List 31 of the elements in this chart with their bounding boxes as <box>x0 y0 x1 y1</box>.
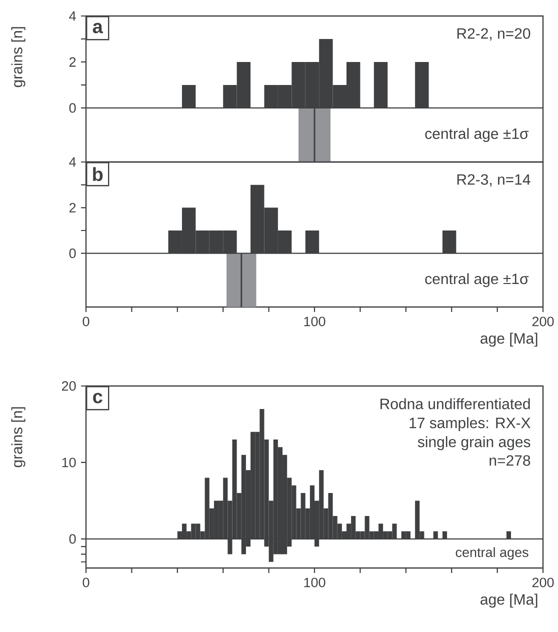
x-tick-label: 0 <box>82 578 90 588</box>
annotation: n=278 <box>490 455 530 466</box>
y-axis-title: grains [n] <box>11 27 26 88</box>
y-tick-label: 0 <box>69 534 76 544</box>
x-axis-title: age [Ma] <box>480 332 538 347</box>
y-tick-label: 4 <box>69 11 76 21</box>
y-tick-label: 2 <box>69 57 76 67</box>
annotation: R2-3, n=14 <box>457 174 530 187</box>
y-tick-label: 0 <box>69 103 76 113</box>
y-tick-label: 4 <box>69 157 76 167</box>
chart-title: b <box>93 167 103 182</box>
annotation: 17 samples: RX-X <box>410 417 530 432</box>
x-tick-label: 100 <box>304 578 326 588</box>
annotation: central ages <box>456 547 528 560</box>
x-tick-label: 100 <box>304 316 326 326</box>
y-tick-label: 2 <box>69 202 76 212</box>
chart-title: a <box>92 22 104 34</box>
annotation: single grain ages <box>418 436 530 450</box>
y-tick-label: 0 <box>69 248 76 258</box>
annotation: Rodna undifferentiated <box>380 398 530 410</box>
y-tick-label: 10 <box>62 458 76 468</box>
x-tick-label: 200 <box>532 316 554 326</box>
y-axis-title: grains [n] <box>11 407 26 468</box>
annotation: central age ±1σ <box>425 273 529 288</box>
y-tick-label: 20 <box>62 381 76 391</box>
chart-title: c <box>93 392 102 404</box>
x-axis-title: age [Ma] <box>480 594 538 608</box>
annotation: R2-2, n=20 <box>457 28 530 41</box>
annotation: central age ±1σ <box>425 128 529 142</box>
x-tick-label: 200 <box>532 578 554 588</box>
x-tick-label: 0 <box>82 316 90 326</box>
